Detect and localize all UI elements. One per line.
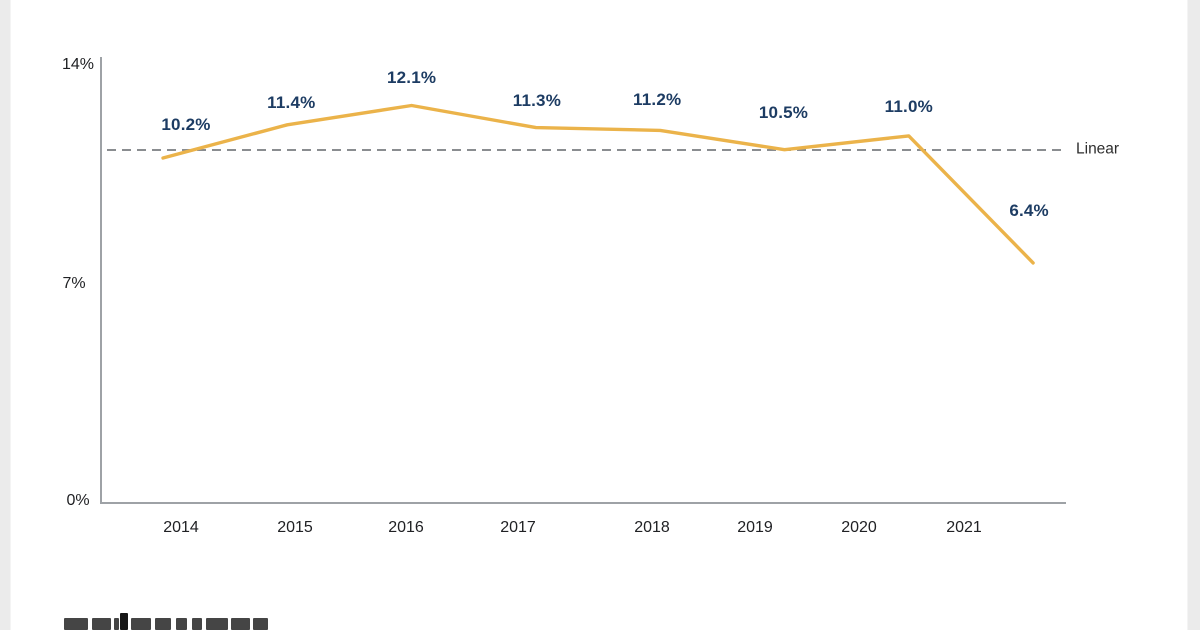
x-tick-2015: 2015	[277, 519, 313, 536]
x-tick-2014: 2014	[163, 519, 199, 536]
y-tick-14: 14%	[61, 56, 95, 73]
page-edge-right	[1187, 0, 1200, 630]
x-tick-2020: 2020	[841, 519, 877, 536]
x-tick-2017: 2017	[500, 519, 536, 536]
trendline-label: Linear	[1076, 140, 1120, 158]
y-tick-7: 7%	[62, 275, 86, 292]
x-tick-2019: 2019	[737, 519, 773, 536]
data-label-2015: 11.4%	[267, 92, 316, 112]
data-series-line	[161, 103, 1035, 265]
data-label-2018: 11.2%	[633, 90, 682, 110]
data-label-2019: 10.5%	[758, 102, 809, 122]
data-label-2014: 10.2%	[161, 114, 211, 134]
x-tick-2018: 2018	[634, 519, 670, 536]
data-label-2021: 6.4%	[1009, 200, 1049, 220]
data-label-2020: 11.0%	[884, 96, 933, 116]
x-tick-2021: 2021	[946, 519, 982, 536]
page-edge-left	[0, 0, 11, 630]
data-label-2017: 11.3%	[512, 90, 562, 110]
x-tick-2016: 2016	[388, 519, 424, 536]
data-label-2016: 12.1%	[386, 67, 437, 87]
y-tick-0: 0%	[66, 492, 90, 509]
